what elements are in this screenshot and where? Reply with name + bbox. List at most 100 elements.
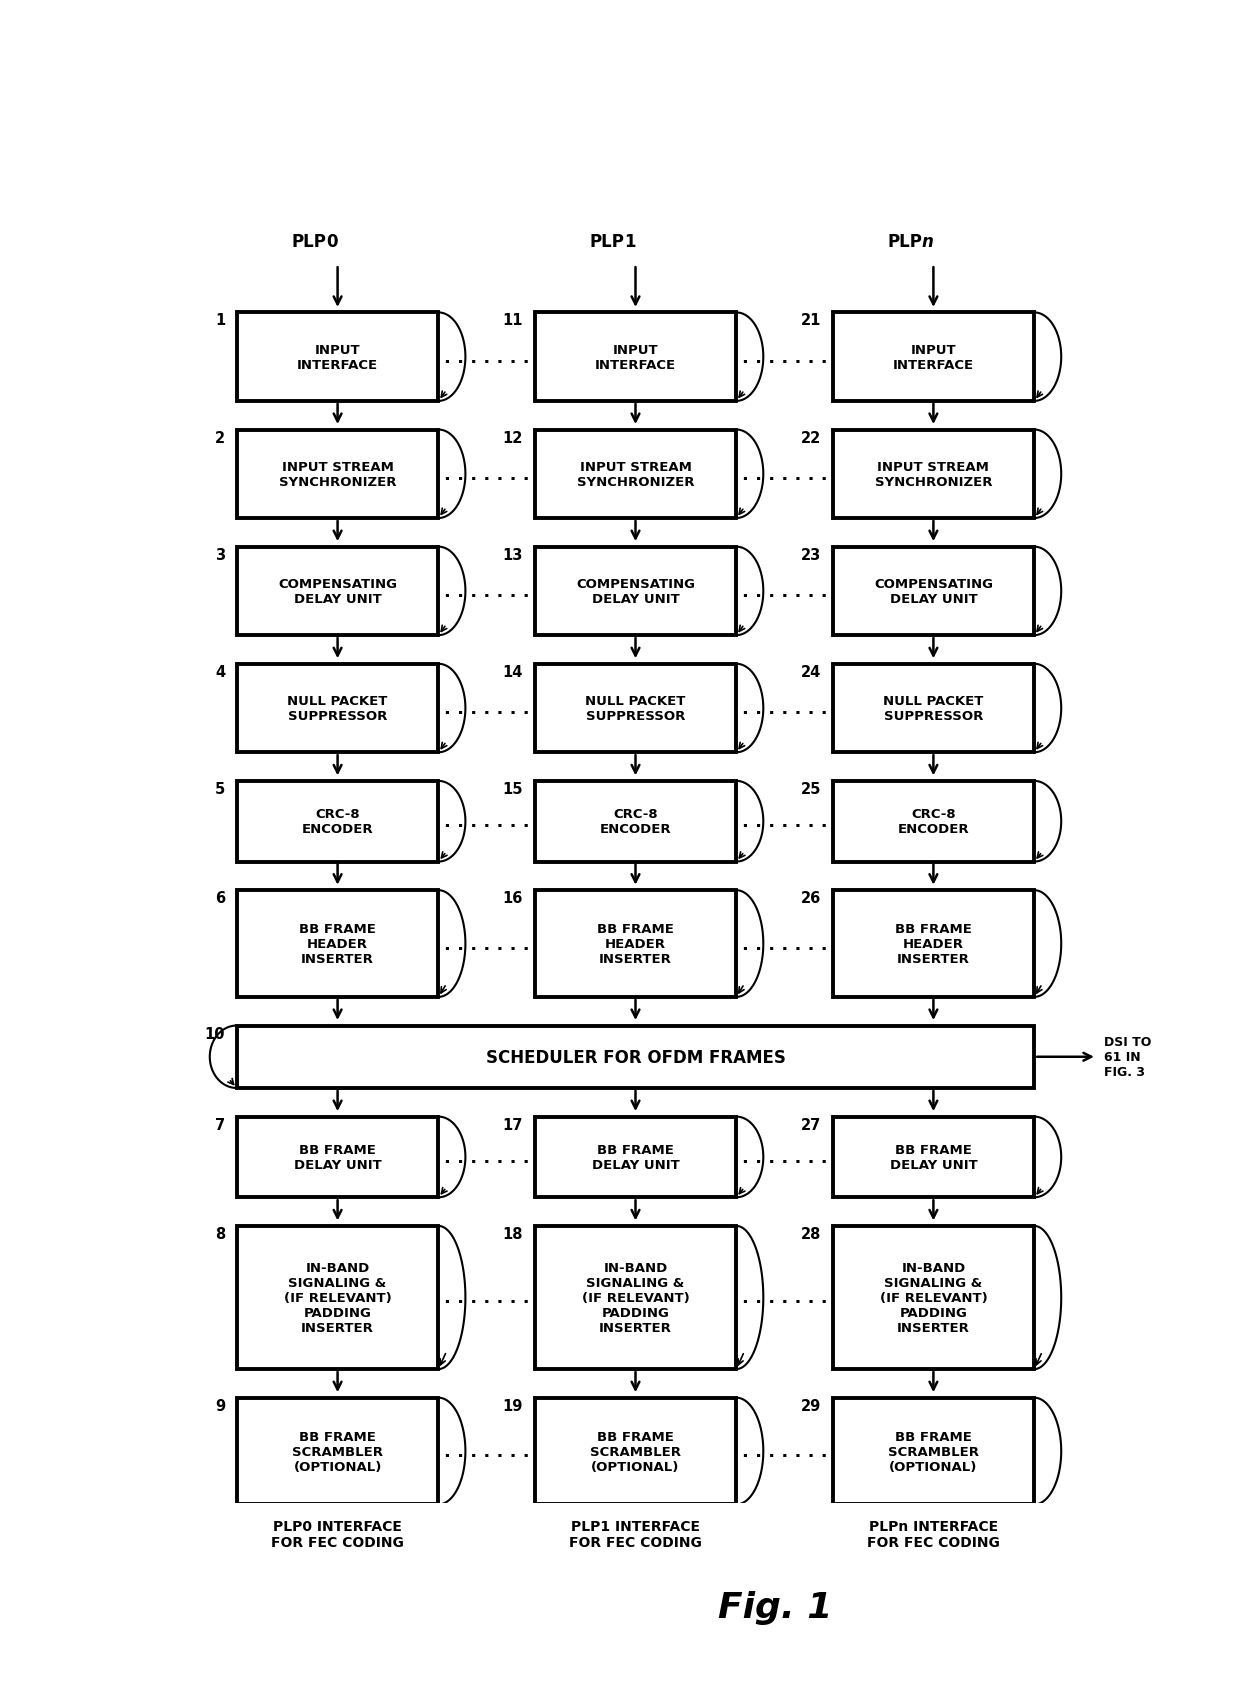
Bar <box>237 1025 1034 1088</box>
Text: . . . . . . .: . . . . . . . <box>444 1442 529 1461</box>
Text: . . . . . . .: . . . . . . . <box>742 1442 827 1461</box>
Text: 22: 22 <box>801 431 821 446</box>
Text: CRC-8
ENCODER: CRC-8 ENCODER <box>301 807 373 836</box>
Bar <box>534 1398 737 1505</box>
Text: 12: 12 <box>502 431 523 446</box>
Text: . . . . . . .: . . . . . . . <box>444 583 529 601</box>
Bar <box>534 547 737 635</box>
Text: 9: 9 <box>215 1398 226 1414</box>
Text: BB FRAME
DELAY UNIT: BB FRAME DELAY UNIT <box>591 1143 680 1170</box>
Bar <box>832 431 1034 519</box>
Text: NULL PACKET
SUPPRESSOR: NULL PACKET SUPPRESSOR <box>883 694 983 723</box>
Bar <box>534 1116 737 1198</box>
Text: 14: 14 <box>502 664 523 679</box>
Text: . . . . . . .: . . . . . . . <box>444 348 529 367</box>
Text: BB FRAME
SCRAMBLER
(OPTIONAL): BB FRAME SCRAMBLER (OPTIONAL) <box>293 1429 383 1473</box>
Bar <box>237 1226 439 1370</box>
Text: 23: 23 <box>801 547 821 562</box>
Text: COMPENSATING
DELAY UNIT: COMPENSATING DELAY UNIT <box>278 578 397 606</box>
Text: . . . . . . .: . . . . . . . <box>742 699 827 718</box>
Bar <box>237 782 439 861</box>
Bar <box>534 431 737 519</box>
Bar <box>832 547 1034 635</box>
Bar <box>237 431 439 519</box>
Text: 11: 11 <box>502 312 523 328</box>
Text: PLP0 INTERFACE
FOR FEC CODING: PLP0 INTERFACE FOR FEC CODING <box>272 1518 404 1549</box>
Text: IN-BAND
SIGNALING &
(IF RELEVANT)
PADDING
INSERTER: IN-BAND SIGNALING & (IF RELEVANT) PADDIN… <box>284 1262 392 1334</box>
Text: INPUT STREAM
SYNCHRONIZER: INPUT STREAM SYNCHRONIZER <box>874 461 992 488</box>
Text: BB FRAME
DELAY UNIT: BB FRAME DELAY UNIT <box>889 1143 977 1170</box>
Text: INPUT STREAM
SYNCHRONIZER: INPUT STREAM SYNCHRONIZER <box>279 461 397 488</box>
Text: DSI TO
61 IN
FIG. 3: DSI TO 61 IN FIG. 3 <box>1105 1035 1152 1079</box>
Text: IN-BAND
SIGNALING &
(IF RELEVANT)
PADDING
INSERTER: IN-BAND SIGNALING & (IF RELEVANT) PADDIN… <box>582 1262 689 1334</box>
Text: 25: 25 <box>801 782 821 797</box>
Bar <box>832 1116 1034 1198</box>
Text: CRC-8
ENCODER: CRC-8 ENCODER <box>600 807 671 836</box>
Bar <box>832 1226 1034 1370</box>
Text: . . . . . . .: . . . . . . . <box>444 812 529 831</box>
Bar <box>832 1398 1034 1505</box>
Text: . . . . . . .: . . . . . . . <box>742 812 827 831</box>
Text: PLPn INTERFACE
FOR FEC CODING: PLPn INTERFACE FOR FEC CODING <box>867 1518 999 1549</box>
Text: 28: 28 <box>801 1226 821 1241</box>
Text: NULL PACKET
SUPPRESSOR: NULL PACKET SUPPRESSOR <box>288 694 388 723</box>
Text: 4: 4 <box>215 664 226 679</box>
Bar <box>237 547 439 635</box>
Bar <box>237 1116 439 1198</box>
Text: CRC-8
ENCODER: CRC-8 ENCODER <box>898 807 970 836</box>
Text: . . . . . . .: . . . . . . . <box>742 1149 827 1167</box>
Text: 13: 13 <box>502 547 523 562</box>
Text: . . . . . . .: . . . . . . . <box>444 699 529 718</box>
Bar <box>237 664 439 753</box>
Text: PLP1 INTERFACE
FOR FEC CODING: PLP1 INTERFACE FOR FEC CODING <box>569 1518 702 1549</box>
Bar <box>237 890 439 997</box>
Text: . . . . . . .: . . . . . . . <box>444 1289 529 1307</box>
Text: INPUT
INTERFACE: INPUT INTERFACE <box>595 343 676 372</box>
Text: 5: 5 <box>215 782 226 797</box>
Text: 0: 0 <box>326 233 337 250</box>
Text: BB FRAME
HEADER
INSERTER: BB FRAME HEADER INSERTER <box>299 922 376 966</box>
Text: 10: 10 <box>205 1025 226 1040</box>
Text: 29: 29 <box>801 1398 821 1414</box>
Text: . . . . . . .: . . . . . . . <box>742 348 827 367</box>
Text: . . . . . . .: . . . . . . . <box>742 466 827 483</box>
Text: 2: 2 <box>215 431 226 446</box>
Text: . . . . . . .: . . . . . . . <box>444 936 529 953</box>
Text: 3: 3 <box>215 547 226 562</box>
Bar <box>832 664 1034 753</box>
Text: COMPENSATING
DELAY UNIT: COMPENSATING DELAY UNIT <box>874 578 993 606</box>
Text: BB FRAME
HEADER
INSERTER: BB FRAME HEADER INSERTER <box>598 922 673 966</box>
Text: . . . . . . .: . . . . . . . <box>444 466 529 483</box>
Text: 27: 27 <box>801 1116 821 1132</box>
Bar <box>237 312 439 402</box>
Text: 16: 16 <box>502 890 523 905</box>
Text: . . . . . . .: . . . . . . . <box>742 583 827 601</box>
Text: SCHEDULER FOR OFDM FRAMES: SCHEDULER FOR OFDM FRAMES <box>486 1049 785 1066</box>
Text: . . . . . . .: . . . . . . . <box>444 1149 529 1167</box>
Text: . . . . . . .: . . . . . . . <box>742 936 827 953</box>
Text: 15: 15 <box>502 782 523 797</box>
Text: 24: 24 <box>801 664 821 679</box>
Text: 1: 1 <box>624 233 635 250</box>
Text: n: n <box>921 233 934 250</box>
Text: IN-BAND
SIGNALING &
(IF RELEVANT)
PADDING
INSERTER: IN-BAND SIGNALING & (IF RELEVANT) PADDIN… <box>879 1262 987 1334</box>
Text: COMPENSATING
DELAY UNIT: COMPENSATING DELAY UNIT <box>577 578 694 606</box>
Bar <box>832 782 1034 861</box>
Text: INPUT
INTERFACE: INPUT INTERFACE <box>298 343 378 372</box>
Text: BB FRAME
SCRAMBLER
(OPTIONAL): BB FRAME SCRAMBLER (OPTIONAL) <box>590 1429 681 1473</box>
Text: 19: 19 <box>502 1398 523 1414</box>
Text: 8: 8 <box>215 1226 226 1241</box>
Text: PLP: PLP <box>291 233 326 250</box>
Text: . . . . . . .: . . . . . . . <box>742 1289 827 1307</box>
Text: 1: 1 <box>215 312 226 328</box>
Text: INPUT STREAM
SYNCHRONIZER: INPUT STREAM SYNCHRONIZER <box>577 461 694 488</box>
Bar <box>832 890 1034 997</box>
Text: 7: 7 <box>215 1116 226 1132</box>
Text: 17: 17 <box>502 1116 523 1132</box>
Text: 21: 21 <box>801 312 821 328</box>
Text: 18: 18 <box>502 1226 523 1241</box>
Text: 6: 6 <box>215 890 226 905</box>
Bar <box>534 312 737 402</box>
Text: BB FRAME
SCRAMBLER
(OPTIONAL): BB FRAME SCRAMBLER (OPTIONAL) <box>888 1429 978 1473</box>
Text: PLP: PLP <box>589 233 624 250</box>
